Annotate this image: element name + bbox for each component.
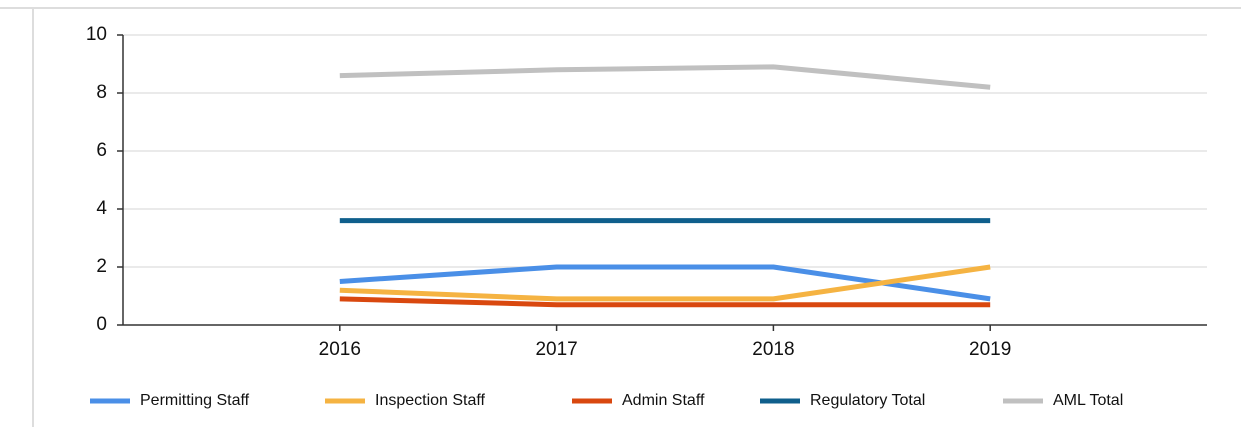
x-tick-label: 2018 (752, 339, 794, 360)
x-tick-label: 2017 (535, 339, 577, 360)
y-tick-label: 6 (96, 140, 107, 161)
series-line (339, 296, 991, 308)
y-tick-label: 4 (96, 198, 107, 219)
x-tick-label: 2019 (969, 339, 1011, 360)
legend-label: Admin Staff (622, 392, 705, 409)
legend-label: AML Total (1053, 392, 1123, 409)
series-line (339, 64, 991, 90)
legend-label: Permitting Staff (140, 392, 250, 409)
legend-label: Regulatory Total (810, 392, 925, 409)
y-tick-label: 2 (96, 256, 107, 277)
y-tick-label: 0 (96, 314, 107, 335)
legend-label: Inspection Staff (375, 392, 486, 409)
y-tick-label: 8 (96, 82, 107, 103)
x-tick-label: 2016 (319, 339, 361, 360)
y-tick-label: 10 (86, 24, 107, 45)
series-line (339, 264, 991, 302)
